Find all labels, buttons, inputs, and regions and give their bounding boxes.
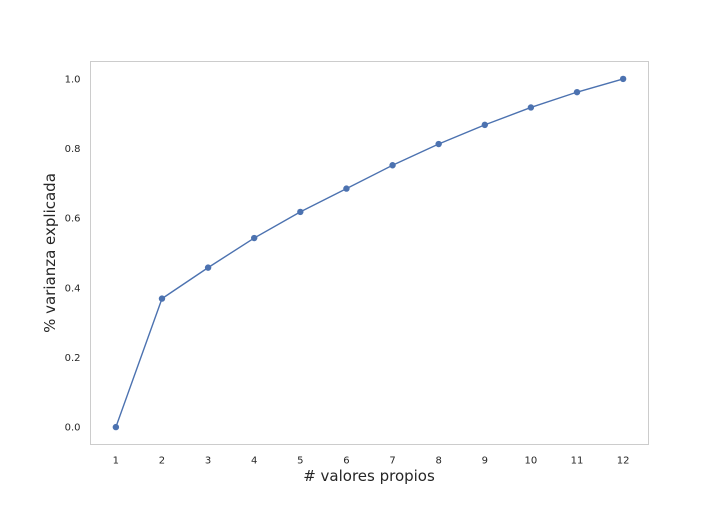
y-tick-label: 0.4 [65,283,81,294]
data-point [204,264,212,271]
data-point [389,162,396,169]
data-point [435,140,442,148]
data-point [297,208,304,216]
x-tick-label: 4 [251,456,257,467]
data-point [251,234,258,242]
x-axis-label: # valores propios [303,467,435,485]
series-points [112,75,627,431]
data-point [343,185,350,192]
x-tick-label: 10 [525,456,538,467]
x-tick-label: 11 [571,456,584,467]
y-tick-label: 0.2 [65,353,81,364]
y-axis-label: % varianza explicada [41,173,59,333]
x-tick-label: 12 [617,456,630,467]
y-tick-label: 0.6 [65,214,81,225]
x-tick-label: 7 [389,456,395,467]
plot-frame [90,61,649,445]
x-tick-labels: 1 2 3 4 5 6 7 8 9 10 11 12 [113,456,630,467]
data-point [158,295,166,302]
x-tick-label: 9 [482,456,488,467]
data-point [112,423,120,431]
x-tick-label: 6 [343,456,349,467]
x-tick-label: 2 [159,456,165,467]
data-point [619,75,627,83]
y-tick-label: 0.8 [65,144,81,155]
x-tick-label: 1 [113,456,119,467]
y-tick-label: 1.0 [65,74,81,85]
x-tick-label: 8 [435,456,441,467]
y-tick-labels: 0.0 0.2 0.4 0.6 0.8 1.0 [65,74,81,433]
x-tick-label: 3 [205,456,211,467]
x-tick-label: 5 [297,456,303,467]
series-line [115,78,624,428]
data-point [573,88,581,96]
y-tick-label: 0.0 [65,423,81,434]
data-point [527,104,535,111]
data-point [481,121,488,129]
